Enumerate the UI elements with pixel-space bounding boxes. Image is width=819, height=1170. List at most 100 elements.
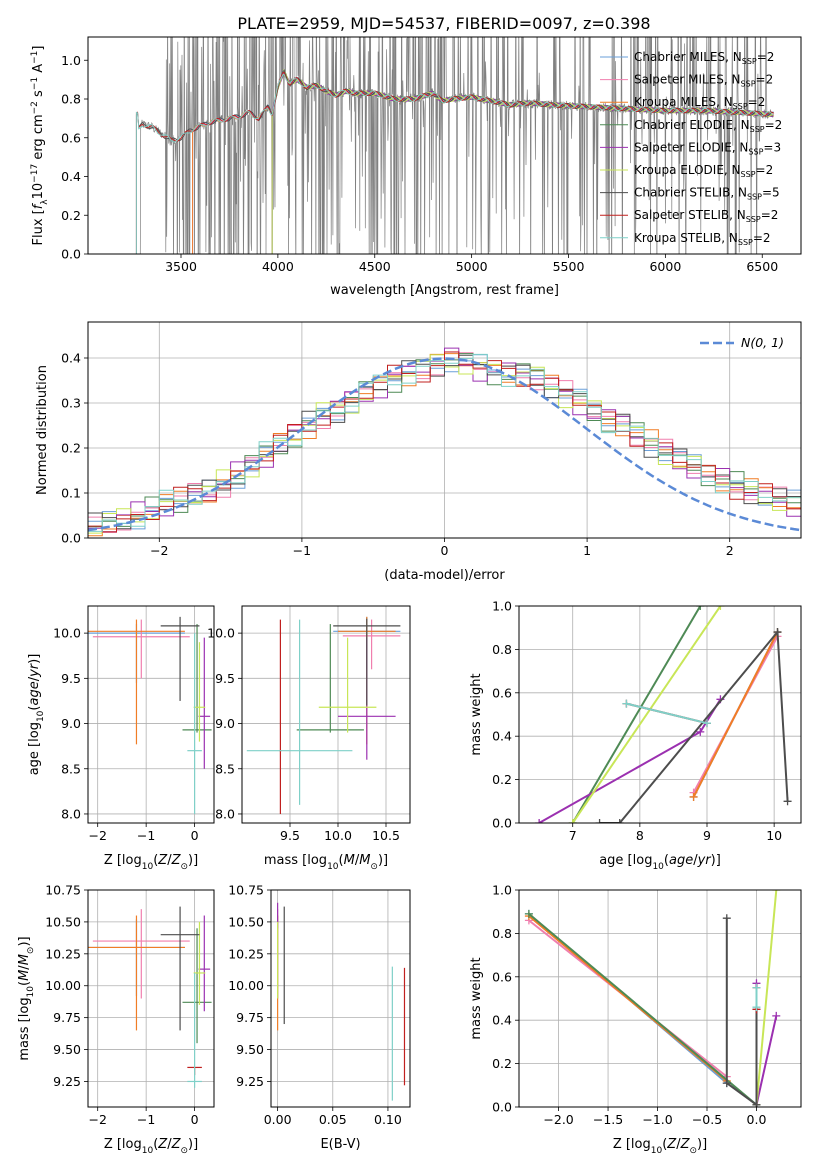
weight-line-kroupa_stelib [626, 702, 708, 725]
weight-marker [696, 727, 705, 736]
weight-marker [696, 606, 705, 610]
x-tick-label: −1 [293, 543, 311, 558]
y-tick-label: 0.0 [492, 1100, 512, 1115]
y-tick-label: 0.0 [61, 531, 81, 546]
x-tick-label: 6000 [649, 259, 681, 274]
y-tick-label: 9.0 [61, 716, 81, 731]
weight-marker [615, 819, 624, 823]
legend: Chabrier MILES, NSSP=2 Salpeter MILES, NS… [600, 50, 782, 247]
legend-label: Kroupa ELODIE, NSSP=2 [634, 163, 773, 179]
spectrum-lines [135, 37, 775, 254]
y-tick-label: 9.50 [236, 1042, 264, 1057]
x-axis-label: E(B-V) [320, 1137, 360, 1152]
weight-marker [752, 1100, 761, 1107]
y-tick-label: 9.25 [53, 1074, 81, 1089]
y-tick-label: 10.50 [45, 914, 81, 929]
axes-frame [87, 321, 802, 539]
y-tick-label: 0.6 [492, 969, 512, 984]
x-tick-label: 3500 [165, 259, 197, 274]
x-tick-label: 0 [191, 828, 199, 843]
y-tick-label: 10.00 [45, 978, 81, 993]
x-tick-label: 0.0 [747, 1112, 767, 1127]
x-tick-label: 8 [636, 828, 644, 843]
panel-weight_vs_age: 7 8 9 10 0.0 0.2 0.4 0.6 0.8 1.0 age [log10(age/yr… [469, 599, 802, 872]
y-tick-label: 10.25 [45, 946, 81, 961]
legend-label: N(0, 1) [741, 335, 784, 350]
errorbar-salpeter_elodie [198, 637, 211, 769]
histogram-chabrier_stelib [88, 354, 801, 530]
y-tick-label: 0.8 [492, 642, 512, 657]
weight-marker [772, 890, 781, 894]
legend-label: Salpeter MILES, NSSP=2 [634, 73, 773, 89]
y-tick-label: 10.00 [228, 978, 264, 993]
y-tick-label: 0.2 [492, 772, 512, 787]
y-axis-label: mass [log10(M/M⊙)] [17, 936, 36, 1060]
errorbar-chabrier_stelib [160, 906, 200, 1031]
y-tick-label: 8.5 [61, 761, 81, 776]
y-tick-label: 9.50 [53, 1042, 81, 1057]
panel-weight_vs_Z: −2.0 −1.5 −1.0 −0.5 0.0 0.0 0.2 0.4 0.6 0.8 1.0 Z [… [469, 883, 802, 1156]
weight-marker [722, 1079, 731, 1088]
errorbar-salpeter_miles [92, 909, 190, 999]
y-tick-label: 8.5 [215, 761, 235, 776]
y-tick-label: 9.5 [215, 671, 235, 686]
errorbar-chabrier_elodie [296, 624, 364, 733]
x-tick-label: 0.05 [319, 1112, 347, 1127]
y-tick-label: 8.0 [215, 806, 235, 821]
y-tick-label: 9.5 [61, 671, 81, 686]
x-tick-label: 10.5 [372, 828, 400, 843]
x-tick-label: 0.00 [264, 1112, 292, 1127]
errorbar-kroupa_elodie [193, 642, 206, 742]
weight-lines [535, 606, 792, 823]
weight-lines [524, 890, 781, 1107]
y-tick-label: 1.0 [61, 53, 81, 68]
y-tick-label: 0.0 [492, 816, 512, 831]
weight-line-chabrier_stelib [599, 629, 789, 823]
axes-frame [87, 36, 802, 255]
axes-frame [87, 605, 215, 824]
y-tick-label: 9.0 [215, 716, 235, 731]
x-axis-label: Z [log10(Z/Z⊙)] [104, 853, 198, 872]
y-tick-label: 1.0 [492, 883, 512, 898]
x-tick-label: −1.0 [642, 1112, 672, 1127]
errorbar-kroupa_stelib [246, 619, 353, 805]
axes-frame [518, 889, 802, 1108]
y-tick-label: 0.3 [61, 396, 81, 411]
x-axis-label: age [log10(age/yr)] [599, 853, 721, 872]
y-tick-label: 9.75 [53, 1010, 81, 1025]
panel-mass_vs_Z: −2 −1 0 9.25 9.50 9.75 10.00 10.25 10.50 10.75 Z [… [17, 883, 215, 1156]
x-tick-label: −2 [88, 1112, 106, 1127]
weight-line-kroupa_miles [692, 631, 779, 798]
x-tick-label: −2.0 [543, 1112, 573, 1127]
weight-marker [773, 628, 782, 637]
x-tick-label: 0 [191, 1112, 199, 1127]
errorbar-salpeter_stelib [279, 619, 282, 814]
y-tick-label: 0.6 [492, 685, 512, 700]
y-tick-label: 0.2 [492, 1056, 512, 1071]
y-tick-label: 9.75 [236, 1010, 264, 1025]
x-tick-label: 10.0 [324, 828, 352, 843]
y-tick-label: 0.8 [492, 926, 512, 941]
x-tick-label: −1 [137, 1112, 155, 1127]
y-axis-label: Flux [fλ10−17 erg cm−2 s−1 A−1] [30, 46, 50, 246]
figure-title: PLATE=2959, MJD=54537, FIBERID=0097, z=0… [237, 14, 650, 33]
y-tick-label: 0.4 [61, 351, 81, 366]
x-tick-label: 4500 [359, 259, 391, 274]
weight-marker [622, 699, 631, 708]
errorbar-salpeter_miles [342, 619, 401, 670]
y-tick-label: 0.4 [492, 729, 512, 744]
legend-label: Chabrier ELODIE, NSSP=2 [634, 118, 782, 134]
y-tick-label: 10.75 [45, 883, 81, 898]
x-tick-label: −2 [150, 543, 168, 558]
y-tick-label: 0.4 [61, 169, 81, 184]
y-tick-label: 10.50 [228, 914, 264, 929]
x-axis-label: Z [log10(Z/Z⊙)] [613, 1137, 707, 1156]
weight-marker [535, 819, 544, 823]
weight-marker [752, 1003, 761, 1012]
weight-line-chabrier_elodie [571, 606, 702, 823]
x-tick-label: −1 [137, 828, 155, 843]
legend-label: Kroupa MILES, NSSP=2 [634, 95, 765, 111]
x-axis-label: mass [log10(M/M⊙)] [264, 853, 388, 872]
x-tick-label: 6500 [746, 259, 778, 274]
errorbars [88, 906, 212, 1088]
